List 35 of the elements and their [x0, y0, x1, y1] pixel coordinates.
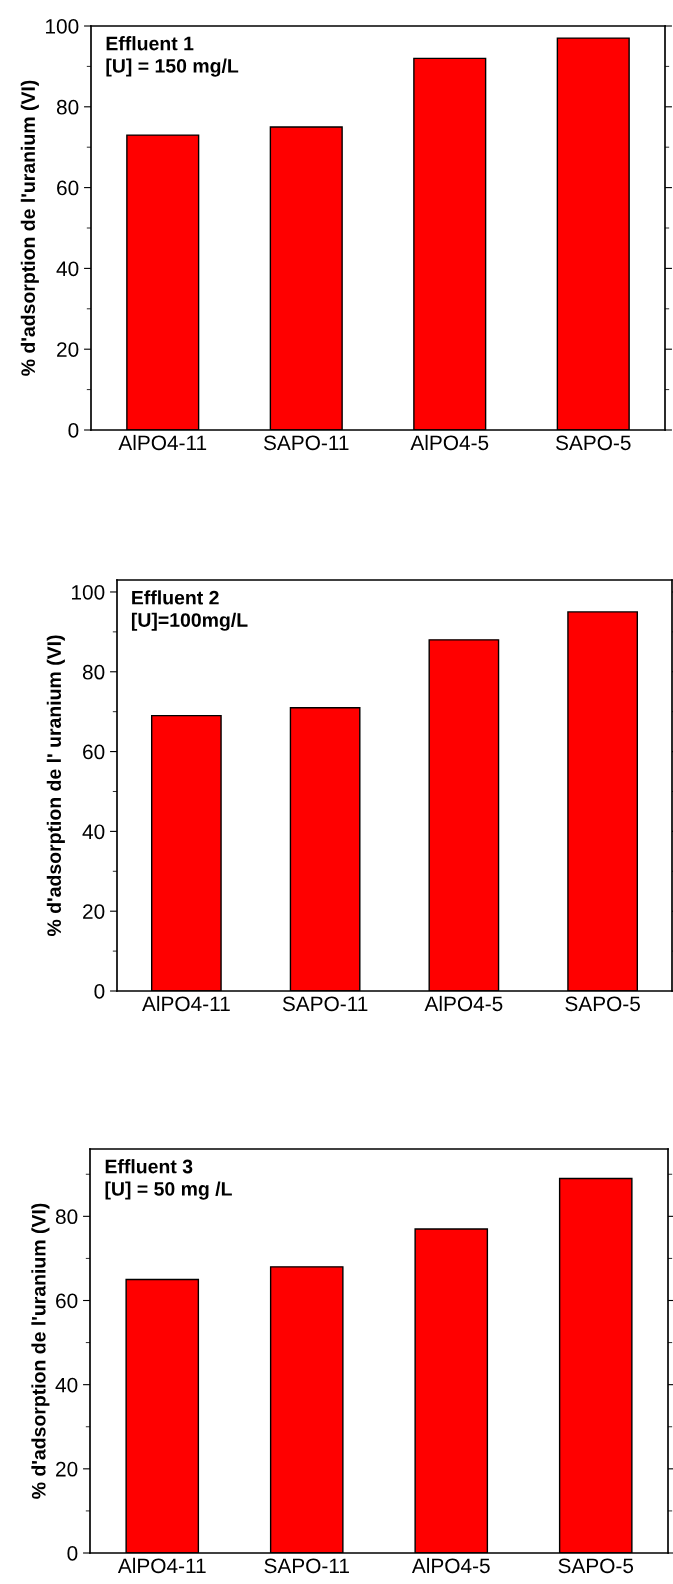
x-tick-label: AlPO4-11 [142, 995, 230, 1012]
y-tick-label: 20 [57, 342, 79, 357]
y-tick-label: 80 [56, 99, 79, 115]
x-tick-label: SAPO-5 [555, 435, 631, 451]
y-tick-label: 60 [83, 744, 105, 760]
y-tick-label: 0 [94, 984, 105, 999]
annotation: Effluent 1 [U] = 150 mg/L [106, 36, 239, 77]
y-tick-label: 100 [72, 584, 105, 600]
y-tick-label: 80 [55, 1209, 78, 1225]
x-tick-label: AlPO4-5 [411, 1557, 490, 1574]
x-tick-label: SAPO-11 [263, 435, 349, 451]
y-tick-label: 40 [55, 1377, 78, 1393]
y-tick-label: 0 [67, 1546, 78, 1561]
x-tick-label: AlPO4-11 [118, 434, 207, 451]
x-tick-label: AlPO4-5 [424, 995, 503, 1012]
x-tick-label: SAPO-5 [558, 1558, 634, 1574]
y-tick-label: 20 [56, 1461, 78, 1477]
y-tick-label: 80 [82, 664, 105, 680]
annotation: Effluent 2 [U]=100mg/L [131, 590, 248, 631]
y-tick-label: 0 [68, 423, 79, 438]
y-tick-label: 100 [46, 19, 79, 34]
y-tick-label: 60 [56, 1293, 78, 1309]
x-tick-label: AlPO4-11 [117, 1557, 206, 1574]
x-tick-label: SAPO-11 [282, 996, 368, 1012]
y-axis-title: % d'adsorption de l'uranium (VI) [20, 80, 39, 376]
x-tick-label: AlPO4-5 [410, 434, 489, 451]
x-tick-label: SAPO-11 [264, 1558, 349, 1574]
annotation: Effluent 3 [U] = 50 mg /L [105, 1159, 232, 1200]
y-axis-title: % d'adsorption de l' uranium (VI) [46, 635, 65, 937]
y-tick-label: 40 [82, 824, 105, 840]
x-tick-label: SAPO-5 [565, 996, 640, 1012]
y-tick-label: 40 [56, 261, 79, 277]
y-axis-title: % d'adsorption de l'uranium (VI) [31, 1203, 50, 1499]
y-tick-label: 20 [83, 904, 105, 919]
y-tick-label: 60 [57, 180, 79, 196]
